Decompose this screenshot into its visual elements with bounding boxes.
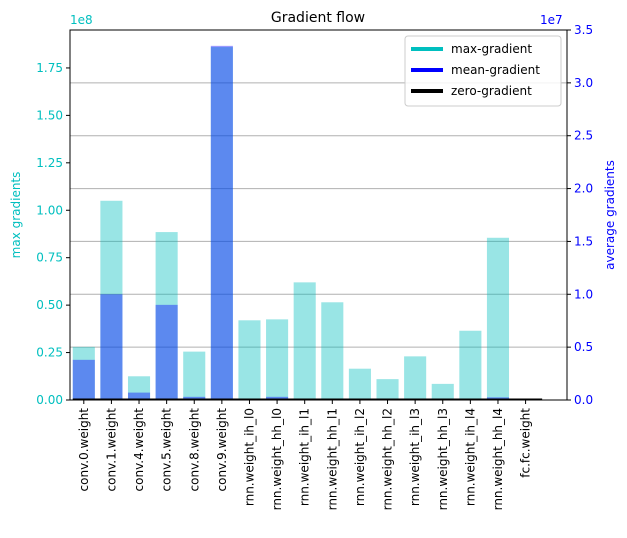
chart-title: Gradient flow: [271, 10, 365, 26]
mean-gradient-bar: [155, 304, 178, 400]
legend-box: [404, 35, 562, 107]
max-gradient-bar: [376, 379, 399, 400]
left-axis: 0.00 0.25 0.50 0.75 1.00 1.25 1.50 1.75: [36, 61, 70, 407]
left-tick-label: 1.25: [36, 156, 63, 170]
max-gradient-bar: [348, 368, 371, 400]
x-tick-label: rnn.weight_hh_l4: [491, 408, 505, 510]
max-gradient-bar: [293, 282, 316, 400]
max-gradient-bar: [127, 376, 151, 400]
left-tick-label: 0.75: [36, 251, 63, 265]
mean-gradient-bar: [127, 392, 151, 400]
right-tick-label: 1.0: [574, 287, 593, 301]
plot-frame: [69, 29, 568, 401]
x-tick-label: fc.fc.weight: [519, 408, 533, 478]
left-tick-label: 0.00: [36, 393, 63, 407]
max-gradient-bar: [266, 319, 289, 400]
left-tick-label: 1.00: [36, 203, 63, 217]
left-tick-label: 0.25: [36, 346, 63, 360]
max-gradient-bar: [321, 302, 344, 400]
x-tick-label: rnn.weight_ih_l2: [353, 408, 367, 506]
x-tick-label: rnn.weight_ih_l3: [408, 408, 422, 506]
right-tick-label: 0.5: [574, 340, 593, 354]
right-axis-label: average gradients: [603, 160, 617, 270]
max-gradient-bar: [431, 383, 454, 400]
legend-label: max-gradient: [451, 42, 532, 56]
max-gradient-bar: [238, 320, 261, 400]
x-axis: conv.0.weight conv.1.weight conv.4.weight c…: [77, 400, 533, 510]
max-gradient-bar: [486, 237, 510, 400]
left-axis-offset-text: 1e8: [70, 13, 93, 27]
mean-gradient-bar: [72, 359, 95, 400]
left-axis-label: max gradients: [9, 172, 23, 259]
right-axis-offset-text: 1e7: [540, 13, 563, 27]
x-tick-label: rnn.weight_ih_l0: [242, 408, 256, 506]
x-tick-label: rnn.weight_hh_l2: [381, 408, 395, 510]
left-tick-label: 1.50: [36, 108, 63, 122]
max-gradient-bar: [72, 346, 95, 400]
right-tick-label: 2.0: [574, 182, 593, 196]
x-tick-label: conv.8.weight: [187, 408, 201, 492]
right-tick-label: 3.5: [574, 23, 593, 37]
max-gradient-bar: [404, 356, 427, 400]
x-tick-label: rnn.weight_hh_l0: [270, 408, 284, 510]
right-tick-label: 3.0: [574, 76, 593, 90]
legend-label: mean-gradient: [451, 63, 540, 77]
x-tick-label: conv.9.weight: [215, 408, 229, 492]
max-gradient-bar: [210, 47, 233, 400]
max-gradient-bar: [183, 351, 206, 400]
x-tick-label: rnn.weight_ih_l4: [463, 408, 477, 506]
x-tick-label: conv.4.weight: [132, 408, 146, 492]
legend: max-gradient mean-gradient zero-gradient: [404, 35, 562, 107]
max-gradient-bar: [100, 200, 123, 400]
right-tick-label: 2.5: [574, 129, 593, 143]
max-gradient-bar: [459, 330, 482, 400]
max-gradient-bars: [72, 47, 510, 400]
mean-gradient-bar: [210, 45, 233, 400]
mean-gradient-bar: [100, 294, 123, 400]
mean-gradient-bar: [266, 396, 289, 400]
x-tick-label: conv.1.weight: [104, 408, 118, 492]
left-tick-label: 0.50: [36, 298, 63, 312]
x-tick-label: rnn.weight_hh_l3: [436, 408, 450, 510]
right-tick-label: 0.0: [574, 393, 593, 407]
x-tick-label: rnn.weight_ih_l1: [298, 408, 312, 506]
left-tick-label: 1.75: [36, 61, 63, 75]
mean-gradient-bars: [72, 45, 510, 400]
right-axis: 0.0 0.5 1.0 1.5 2.0 2.5 3.0 3.5: [567, 23, 593, 407]
x-tick-label: conv.0.weight: [77, 408, 91, 492]
x-tick-label: rnn.weight_hh_l1: [325, 408, 339, 510]
legend-label: zero-gradient: [451, 84, 532, 98]
mean-gradient-bar: [183, 396, 206, 400]
right-tick-label: 1.5: [574, 234, 593, 248]
x-tick-label: conv.5.weight: [160, 408, 174, 492]
max-gradient-bar: [155, 232, 178, 400]
